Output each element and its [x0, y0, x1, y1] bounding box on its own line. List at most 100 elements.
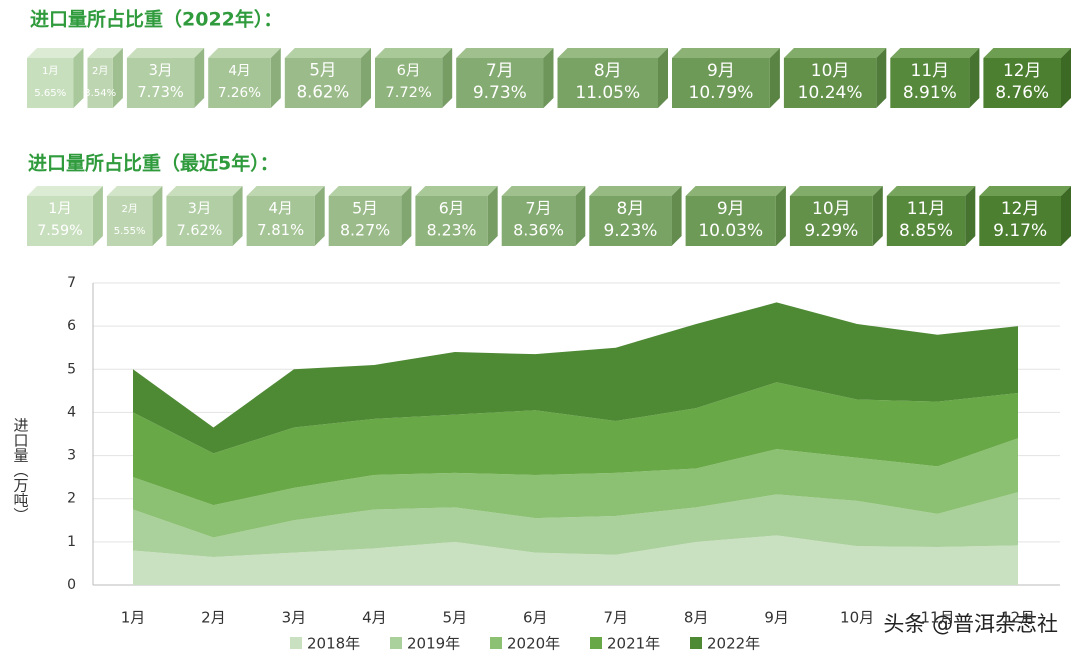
box-share: 5.55%	[114, 226, 146, 237]
box-side	[270, 48, 281, 108]
share-box	[27, 58, 74, 108]
share-box	[415, 196, 488, 246]
box-side	[658, 48, 668, 108]
share-box	[886, 196, 966, 246]
legend-label: 2019年	[407, 635, 460, 653]
x-tick-label: 6月	[523, 609, 548, 627]
area	[133, 302, 1018, 454]
box-share: 7.73%	[137, 84, 184, 101]
box-side	[361, 48, 371, 108]
x-tick-label: 4月	[362, 609, 387, 627]
box-top	[456, 48, 554, 58]
box-share: 11.05%	[575, 83, 640, 103]
box-month: 1月	[48, 201, 71, 217]
share-box	[126, 58, 195, 108]
box-month: 7月	[486, 61, 514, 81]
legend-swatch	[290, 637, 302, 649]
box-top	[589, 186, 682, 196]
box-month: 7月	[525, 199, 551, 218]
share-box	[166, 196, 233, 246]
box-month: 9月	[707, 61, 735, 81]
box-side	[442, 48, 453, 108]
box-month: 5月	[309, 61, 336, 80]
box-month: 1月	[42, 65, 59, 77]
box-top	[208, 48, 281, 58]
box-month: 2月	[121, 203, 137, 215]
box-side	[969, 48, 980, 108]
share-box	[979, 196, 1061, 246]
box-month: 12月	[1001, 199, 1040, 219]
box-top	[284, 48, 371, 58]
box-share: 9.23%	[603, 221, 657, 241]
y-tick-label: 3	[67, 448, 76, 464]
box-month: 8月	[617, 199, 645, 219]
legend-swatch	[690, 637, 702, 649]
box-share: 8.27%	[340, 221, 390, 240]
x-tick-label: 1月	[121, 609, 146, 627]
x-tick-label: 7月	[603, 609, 628, 627]
box-month: 2月	[92, 65, 108, 77]
box-top	[886, 186, 976, 196]
box-share: 8.36%	[513, 221, 564, 240]
box-top	[557, 48, 668, 58]
legend-swatch	[590, 637, 602, 649]
box-top	[166, 186, 243, 196]
y-tick-label: 0	[67, 577, 76, 593]
box-side	[575, 186, 586, 246]
box-share: 9.73%	[473, 83, 527, 103]
box-month: 10月	[811, 61, 850, 81]
box-share: 7.59%	[37, 223, 82, 239]
box-side	[965, 186, 976, 246]
share-box	[557, 58, 658, 108]
box-month: 8月	[594, 61, 622, 81]
x-tick-label: 10月	[840, 609, 874, 627]
area	[133, 382, 1018, 506]
box-side	[671, 186, 682, 246]
box-top	[789, 186, 883, 196]
share-box	[456, 58, 544, 108]
y-axis-label: 进口量（万吨）	[12, 418, 30, 523]
area	[133, 535, 1018, 585]
box-side	[1061, 186, 1071, 246]
legend-label: 2018年	[307, 635, 360, 653]
share-box	[246, 196, 315, 246]
box-share: 10.24%	[798, 83, 863, 103]
box-month: 11月	[911, 61, 950, 81]
x-tick-label: 3月	[282, 609, 307, 627]
box-month: 5月	[352, 199, 378, 218]
box-month: 6月	[397, 62, 421, 79]
box-side	[232, 186, 243, 246]
box-share: 8.62%	[297, 83, 350, 102]
share-box	[208, 58, 271, 108]
box-month: 11月	[907, 199, 946, 219]
box-side	[73, 48, 84, 108]
box-top	[685, 186, 786, 196]
box-top	[890, 48, 980, 58]
box-share: 7.72%	[385, 84, 431, 101]
legend-label: 2020年	[507, 635, 560, 653]
box-share: 7.62%	[177, 223, 223, 239]
box-top	[783, 48, 887, 58]
box-side	[1061, 48, 1071, 108]
box-side	[314, 186, 325, 246]
section-title: 进口量所占比重（最近5年）：	[28, 152, 279, 175]
section-title: 进口量所占比重（2022年）：	[30, 8, 282, 31]
box-share: 8.76%	[995, 82, 1049, 102]
box-side	[872, 186, 883, 246]
legend-swatch	[390, 637, 402, 649]
y-tick-label: 1	[67, 534, 76, 550]
box-side	[194, 48, 205, 108]
watermark: 头条 @普洱杂志社	[883, 612, 1058, 636]
share-box	[284, 58, 361, 108]
x-tick-label: 5月	[443, 609, 468, 627]
box-share: 7.81%	[257, 222, 304, 239]
box-month: 9月	[717, 199, 745, 219]
box-top	[27, 48, 84, 58]
box-top	[415, 186, 498, 196]
box-side	[876, 48, 887, 108]
x-tick-label: 2月	[201, 609, 226, 627]
area	[133, 492, 1018, 557]
box-top	[375, 48, 453, 58]
share-box	[87, 58, 113, 108]
